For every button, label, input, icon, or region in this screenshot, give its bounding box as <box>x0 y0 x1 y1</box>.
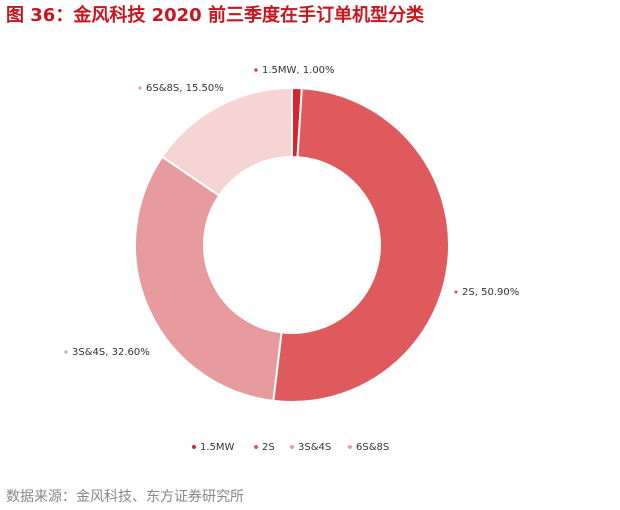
legend-marker <box>348 445 352 449</box>
label-category: 2S <box>462 287 475 298</box>
data-label: 6S&8S, 15.50% <box>146 83 224 94</box>
legend-label: 6S&8S <box>356 442 389 453</box>
slice <box>134 155 283 402</box>
slice <box>272 87 450 403</box>
label-category: 1.5MW <box>262 65 297 76</box>
legend-marker <box>290 445 294 449</box>
label-value: 1.00% <box>303 65 335 76</box>
label-value: 50.90% <box>481 287 519 298</box>
label-separator: , <box>105 347 111 358</box>
label-dot <box>64 350 68 354</box>
label-value: 15.50% <box>186 83 224 94</box>
label-separator: , <box>179 83 185 94</box>
legend-label: 2S <box>262 442 275 453</box>
data-label: 2S, 50.90% <box>462 287 519 298</box>
chart-title: 图 36：金风科技 2020 前三季度在手订单机型分类 <box>6 4 425 26</box>
data-label: 1.5MW, 1.00% <box>262 65 335 76</box>
label-dot <box>138 86 142 90</box>
legend-marker <box>192 445 196 449</box>
legend-label: 1.5MW <box>200 442 235 453</box>
label-category: 3S&4S <box>72 347 105 358</box>
slice <box>160 86 293 197</box>
source-note: 数据来源：金风科技、东方证券研究所 <box>6 489 244 505</box>
label-separator: , <box>296 65 302 76</box>
label-category: 6S&8S <box>146 83 179 94</box>
label-dot <box>254 68 258 72</box>
label-dot <box>454 290 458 294</box>
legend-label: 3S&4S <box>298 442 331 453</box>
data-label: 3S&4S, 32.60% <box>72 347 150 358</box>
label-separator: , <box>475 287 481 298</box>
legend-marker <box>254 445 258 449</box>
label-value: 32.60% <box>112 347 150 358</box>
